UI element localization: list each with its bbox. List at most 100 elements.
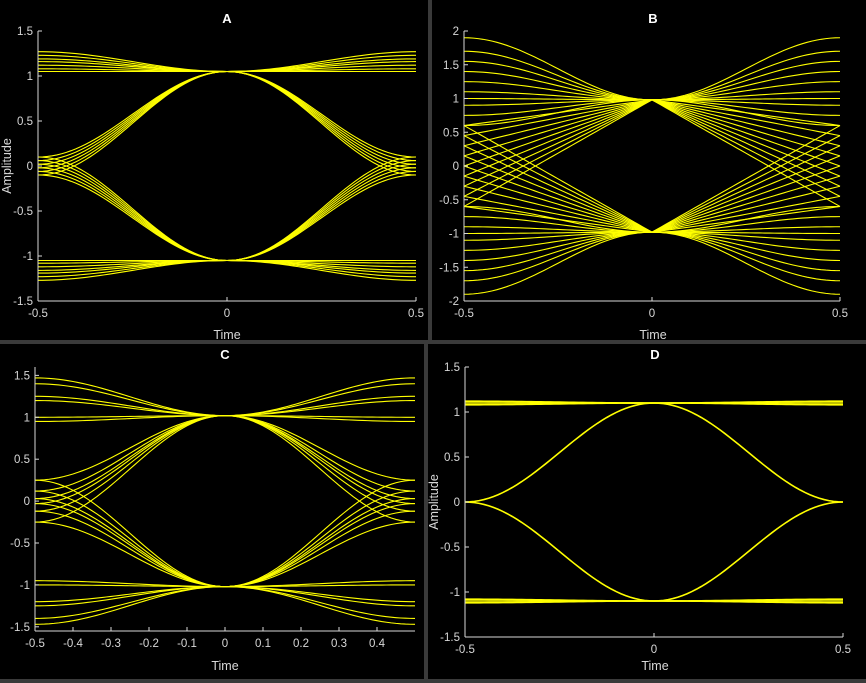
trace-line: [651, 125, 841, 233]
y-tick-label: 1.5: [443, 60, 459, 72]
trace-line: [465, 400, 654, 404]
y-tick-label: -0.5: [10, 538, 30, 550]
trace-line: [651, 231, 841, 272]
trace-line: [651, 99, 841, 207]
trace-line: [34, 521, 226, 588]
x-tick-label: 0: [224, 308, 230, 320]
y-tick-label: 0: [454, 497, 460, 509]
y-tick-label: 0: [453, 161, 459, 173]
x-tick-label: 0.2: [293, 638, 309, 650]
y-tick-label: -0.5: [13, 206, 33, 218]
panel-c-title: C: [220, 347, 230, 362]
trace-line: [226, 259, 417, 281]
trace-line: [651, 231, 841, 282]
trace-line: [463, 99, 653, 127]
trace-line: [654, 600, 843, 604]
trace-line: [463, 231, 653, 295]
trace-line: [224, 521, 416, 588]
x-tick-label: 0.5: [835, 644, 851, 656]
panel-b: -0.5 0 0.5 -2 -1.5 -1 -0.5 0 0.5 1 1.5 2 B Time: [439, 11, 848, 342]
panel-d-xlabel: Time: [641, 659, 668, 673]
trace-line: [651, 195, 841, 233]
trace-line: [463, 175, 653, 233]
trace-line: [651, 99, 841, 157]
trace-line: [34, 377, 226, 417]
trace-line: [37, 70, 228, 158]
trace-line: [463, 50, 653, 101]
panel-b-traces: [463, 37, 841, 295]
trace-line: [651, 216, 841, 233]
trace-line: [463, 99, 653, 207]
x-tick-label: 0: [222, 638, 228, 650]
trace-line: [463, 155, 653, 233]
panel-d-traces: [464, 400, 844, 604]
trace-line: [651, 37, 841, 101]
trace-line: [653, 501, 844, 602]
trace-line: [463, 231, 653, 272]
trace-line: [226, 51, 417, 73]
trace-line: [224, 415, 416, 492]
panel-c-xlabel: Time: [211, 659, 238, 673]
trace-line: [463, 231, 653, 241]
x-tick-label: 0.5: [408, 308, 424, 320]
y-tick-label: -1: [20, 580, 30, 592]
trace-line: [463, 99, 653, 167]
y-tick-label: 1: [24, 412, 30, 424]
trace-line: [651, 135, 841, 233]
trace-line: [463, 165, 653, 233]
x-tick-label: 0.4: [369, 638, 386, 650]
trace-line: [34, 479, 226, 588]
trace-line: [34, 415, 226, 481]
trace-line: [463, 99, 653, 177]
trace-line: [34, 395, 226, 417]
trace-line: [463, 60, 653, 101]
x-tick-label: 0.1: [255, 638, 271, 650]
trace-line: [34, 584, 225, 588]
trace-line: [651, 60, 841, 101]
trace-line: [464, 501, 655, 602]
y-tick-label: 0.5: [443, 127, 459, 139]
x-tick-label: 0.5: [832, 308, 848, 320]
trace-line: [463, 195, 653, 233]
trace-line: [463, 125, 653, 233]
panel-b-ticks: -0.5 0 0.5 -2 -1.5 -1 -0.5 0 0.5 1 1.5 2: [439, 26, 848, 320]
y-tick-label: -1: [449, 229, 459, 241]
trace-line: [651, 231, 841, 241]
x-tick-label: 0: [651, 644, 657, 656]
trace-line: [651, 91, 841, 101]
trace-line: [225, 415, 416, 418]
panel-c-traces: [34, 377, 416, 625]
x-tick-label: -0.5: [455, 644, 475, 656]
trace-line: [463, 99, 653, 157]
trace-line: [463, 81, 653, 101]
x-tick-label: -0.2: [139, 638, 159, 650]
trace-line: [463, 145, 653, 233]
y-tick-label: -1: [23, 251, 33, 263]
trace-line: [224, 586, 416, 607]
x-tick-label: 0.3: [331, 638, 347, 650]
trace-line: [34, 586, 226, 607]
trace-line: [463, 135, 653, 233]
x-tick-label: -0.3: [101, 638, 121, 650]
trace-line: [463, 231, 653, 251]
y-tick-label: -1.5: [13, 296, 33, 308]
trace-line: [463, 185, 653, 233]
y-tick-label: 1.5: [14, 370, 30, 382]
panel-b-xlabel: Time: [639, 328, 666, 342]
trace-line: [651, 231, 841, 295]
trace-line: [463, 91, 653, 101]
trace-line: [224, 586, 416, 625]
panel-d: -0.5 0 0.5 -1.5 -1 -0.5 0 0.5 1 1.5 D Time Amplit…: [427, 347, 851, 673]
trace-line: [651, 99, 841, 197]
trace-line: [224, 479, 416, 588]
trace-line: [651, 231, 841, 251]
trace-line: [463, 99, 653, 147]
trace-line: [225, 584, 416, 588]
y-tick-label: 1.5: [444, 362, 460, 374]
trace-line: [651, 99, 841, 187]
trace-line: [651, 99, 841, 147]
trace-line: [651, 175, 841, 233]
trace-line: [463, 99, 653, 187]
trace-line: [34, 490, 226, 588]
panel-b-title: B: [648, 11, 657, 26]
